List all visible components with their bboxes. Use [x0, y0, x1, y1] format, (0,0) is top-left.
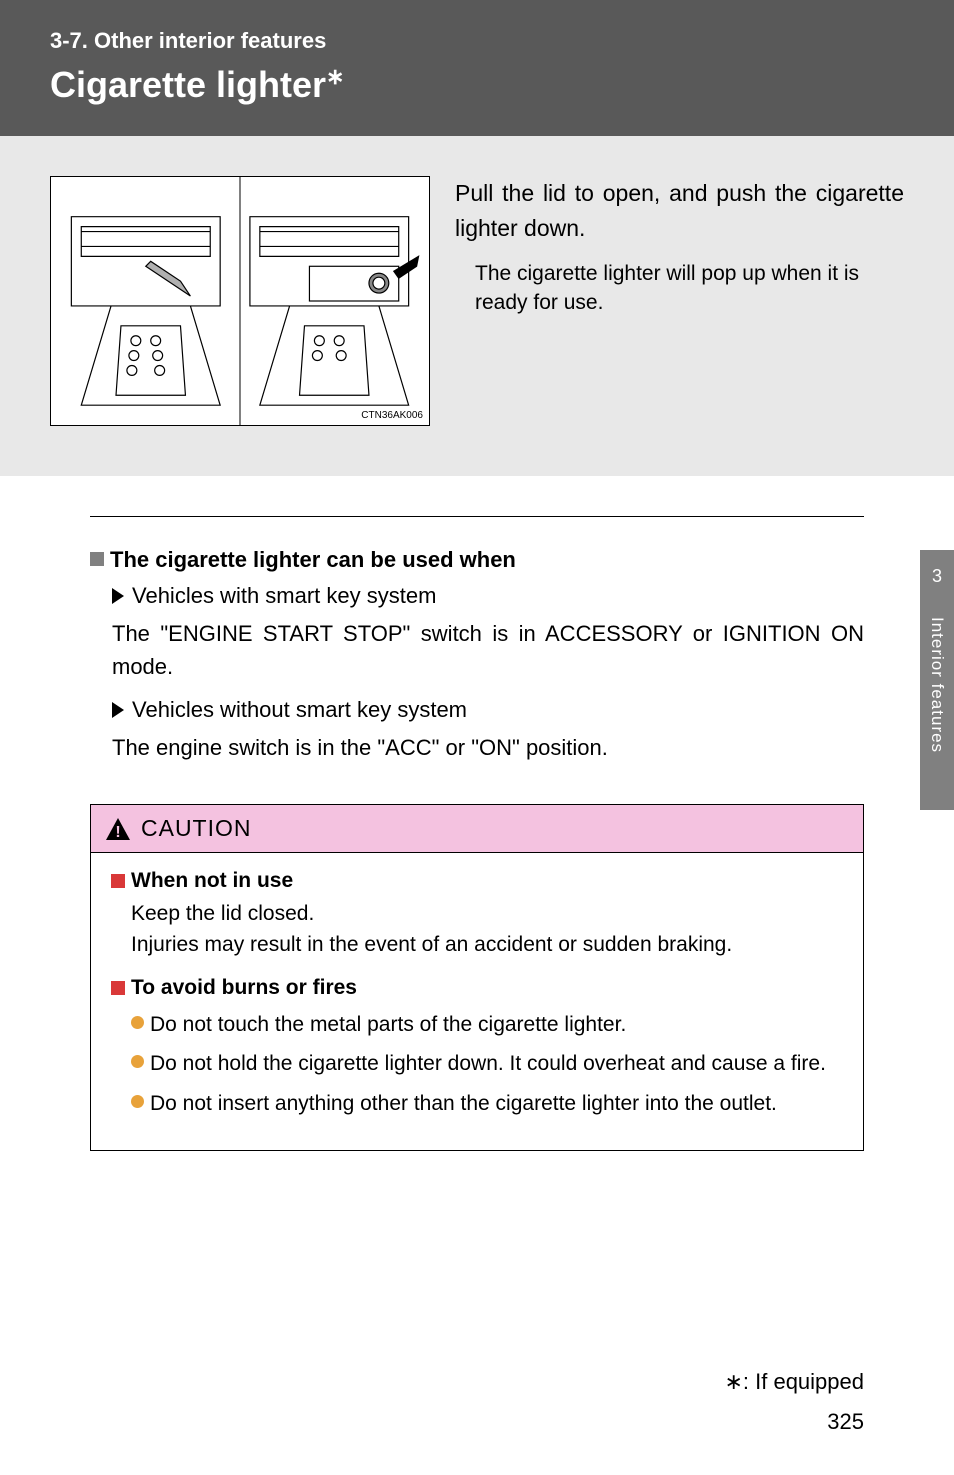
footnote-text: : If equipped [743, 1369, 864, 1394]
section-number: 3-7. Other interior features [50, 28, 904, 54]
side-tab-label: Interior features [927, 617, 947, 753]
intro-main: Pull the lid to open, and push the cigar… [455, 176, 904, 245]
image-code: CTN36AK006 [361, 410, 423, 421]
square-bullet-icon [90, 552, 104, 566]
caution-label: CAUTION [141, 815, 252, 842]
caution-bullet-2: Do not hold the cigarette lighter down. … [131, 1049, 843, 1078]
footnote-asterisk: ∗ [724, 1369, 742, 1394]
usage-item-1-text: Vehicles with smart key system [132, 583, 436, 609]
caution-bullet-1: Do not touch the metal parts of the ciga… [131, 1010, 843, 1039]
caution-bullet-3: Do not insert anything other than the ci… [131, 1089, 843, 1118]
footnote: ∗: If equipped [724, 1369, 864, 1395]
square-bullet-red-icon [111, 981, 125, 995]
caution-header: ! CAUTION [91, 805, 863, 853]
caution-p1b: Injuries may result in the event of an a… [131, 930, 843, 959]
square-bullet-red-icon [111, 874, 125, 888]
caution-p1a: Keep the lid closed. [131, 899, 843, 928]
dot-bullet-icon [131, 1016, 144, 1029]
usage-text-2: The engine switch is in the "ACC" or "ON… [112, 731, 864, 764]
side-tab-number: 3 [932, 566, 942, 587]
warning-triangle-icon: ! [105, 817, 131, 841]
usage-text-1: The "ENGINE START STOP" switch is in ACC… [112, 617, 864, 683]
triangle-bullet-icon [112, 702, 124, 718]
caution-b3: Do not insert anything other than the ci… [150, 1089, 777, 1118]
main-content: The cigarette lighter can be used when V… [0, 516, 954, 1151]
usage-item-1: Vehicles with smart key system [112, 583, 864, 609]
page-footer: ∗: If equipped 325 [724, 1369, 864, 1435]
caution-b2: Do not hold the cigarette lighter down. … [150, 1049, 826, 1078]
caution-box: ! CAUTION When not in use Keep the lid c… [90, 804, 864, 1151]
caution-b1: Do not touch the metal parts of the ciga… [150, 1010, 626, 1039]
separator [90, 516, 864, 517]
usage-heading-row: The cigarette lighter can be used when [90, 547, 864, 573]
dot-bullet-icon [131, 1095, 144, 1108]
page-title: Cigarette lighter∗ [50, 64, 904, 106]
usage-heading: The cigarette lighter can be used when [110, 547, 516, 573]
caution-h2-row: To avoid burns or fires [111, 976, 843, 1000]
intro-box: CTN36AK006 Pull the lid to open, and pus… [0, 136, 954, 476]
illustration: CTN36AK006 [50, 176, 430, 426]
title-text: Cigarette lighter [50, 64, 326, 105]
caution-h2: To avoid burns or fires [131, 976, 357, 1000]
caution-h1-row: When not in use [111, 869, 843, 893]
caution-h1: When not in use [131, 869, 293, 893]
caution-body: When not in use Keep the lid closed. Inj… [91, 853, 863, 1150]
intro-sub: The cigarette lighter will pop up when i… [455, 259, 904, 318]
side-tab: 3 Interior features [920, 550, 954, 810]
usage-item-2: Vehicles without smart key system [112, 697, 864, 723]
usage-item-2-text: Vehicles without smart key system [132, 697, 467, 723]
dot-bullet-icon [131, 1055, 144, 1068]
page-header: 3-7. Other interior features Cigarette l… [0, 0, 954, 136]
title-asterisk: ∗ [326, 64, 344, 89]
triangle-bullet-icon [112, 588, 124, 604]
intro-text: Pull the lid to open, and push the cigar… [455, 176, 904, 426]
svg-text:!: ! [115, 824, 120, 841]
page-number: 325 [724, 1409, 864, 1435]
